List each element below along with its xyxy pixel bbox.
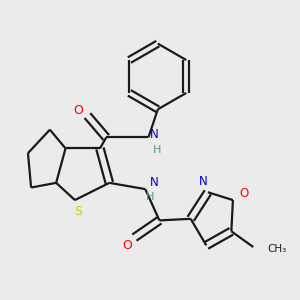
Text: H: H	[153, 145, 161, 155]
Text: H: H	[146, 192, 154, 202]
Text: N: N	[150, 176, 158, 189]
Text: CH₃: CH₃	[267, 244, 286, 254]
Text: S: S	[74, 205, 82, 218]
Text: O: O	[239, 187, 248, 200]
Text: N: N	[199, 175, 208, 188]
Text: N: N	[150, 128, 158, 142]
Text: O: O	[73, 104, 83, 117]
Text: O: O	[122, 239, 132, 252]
